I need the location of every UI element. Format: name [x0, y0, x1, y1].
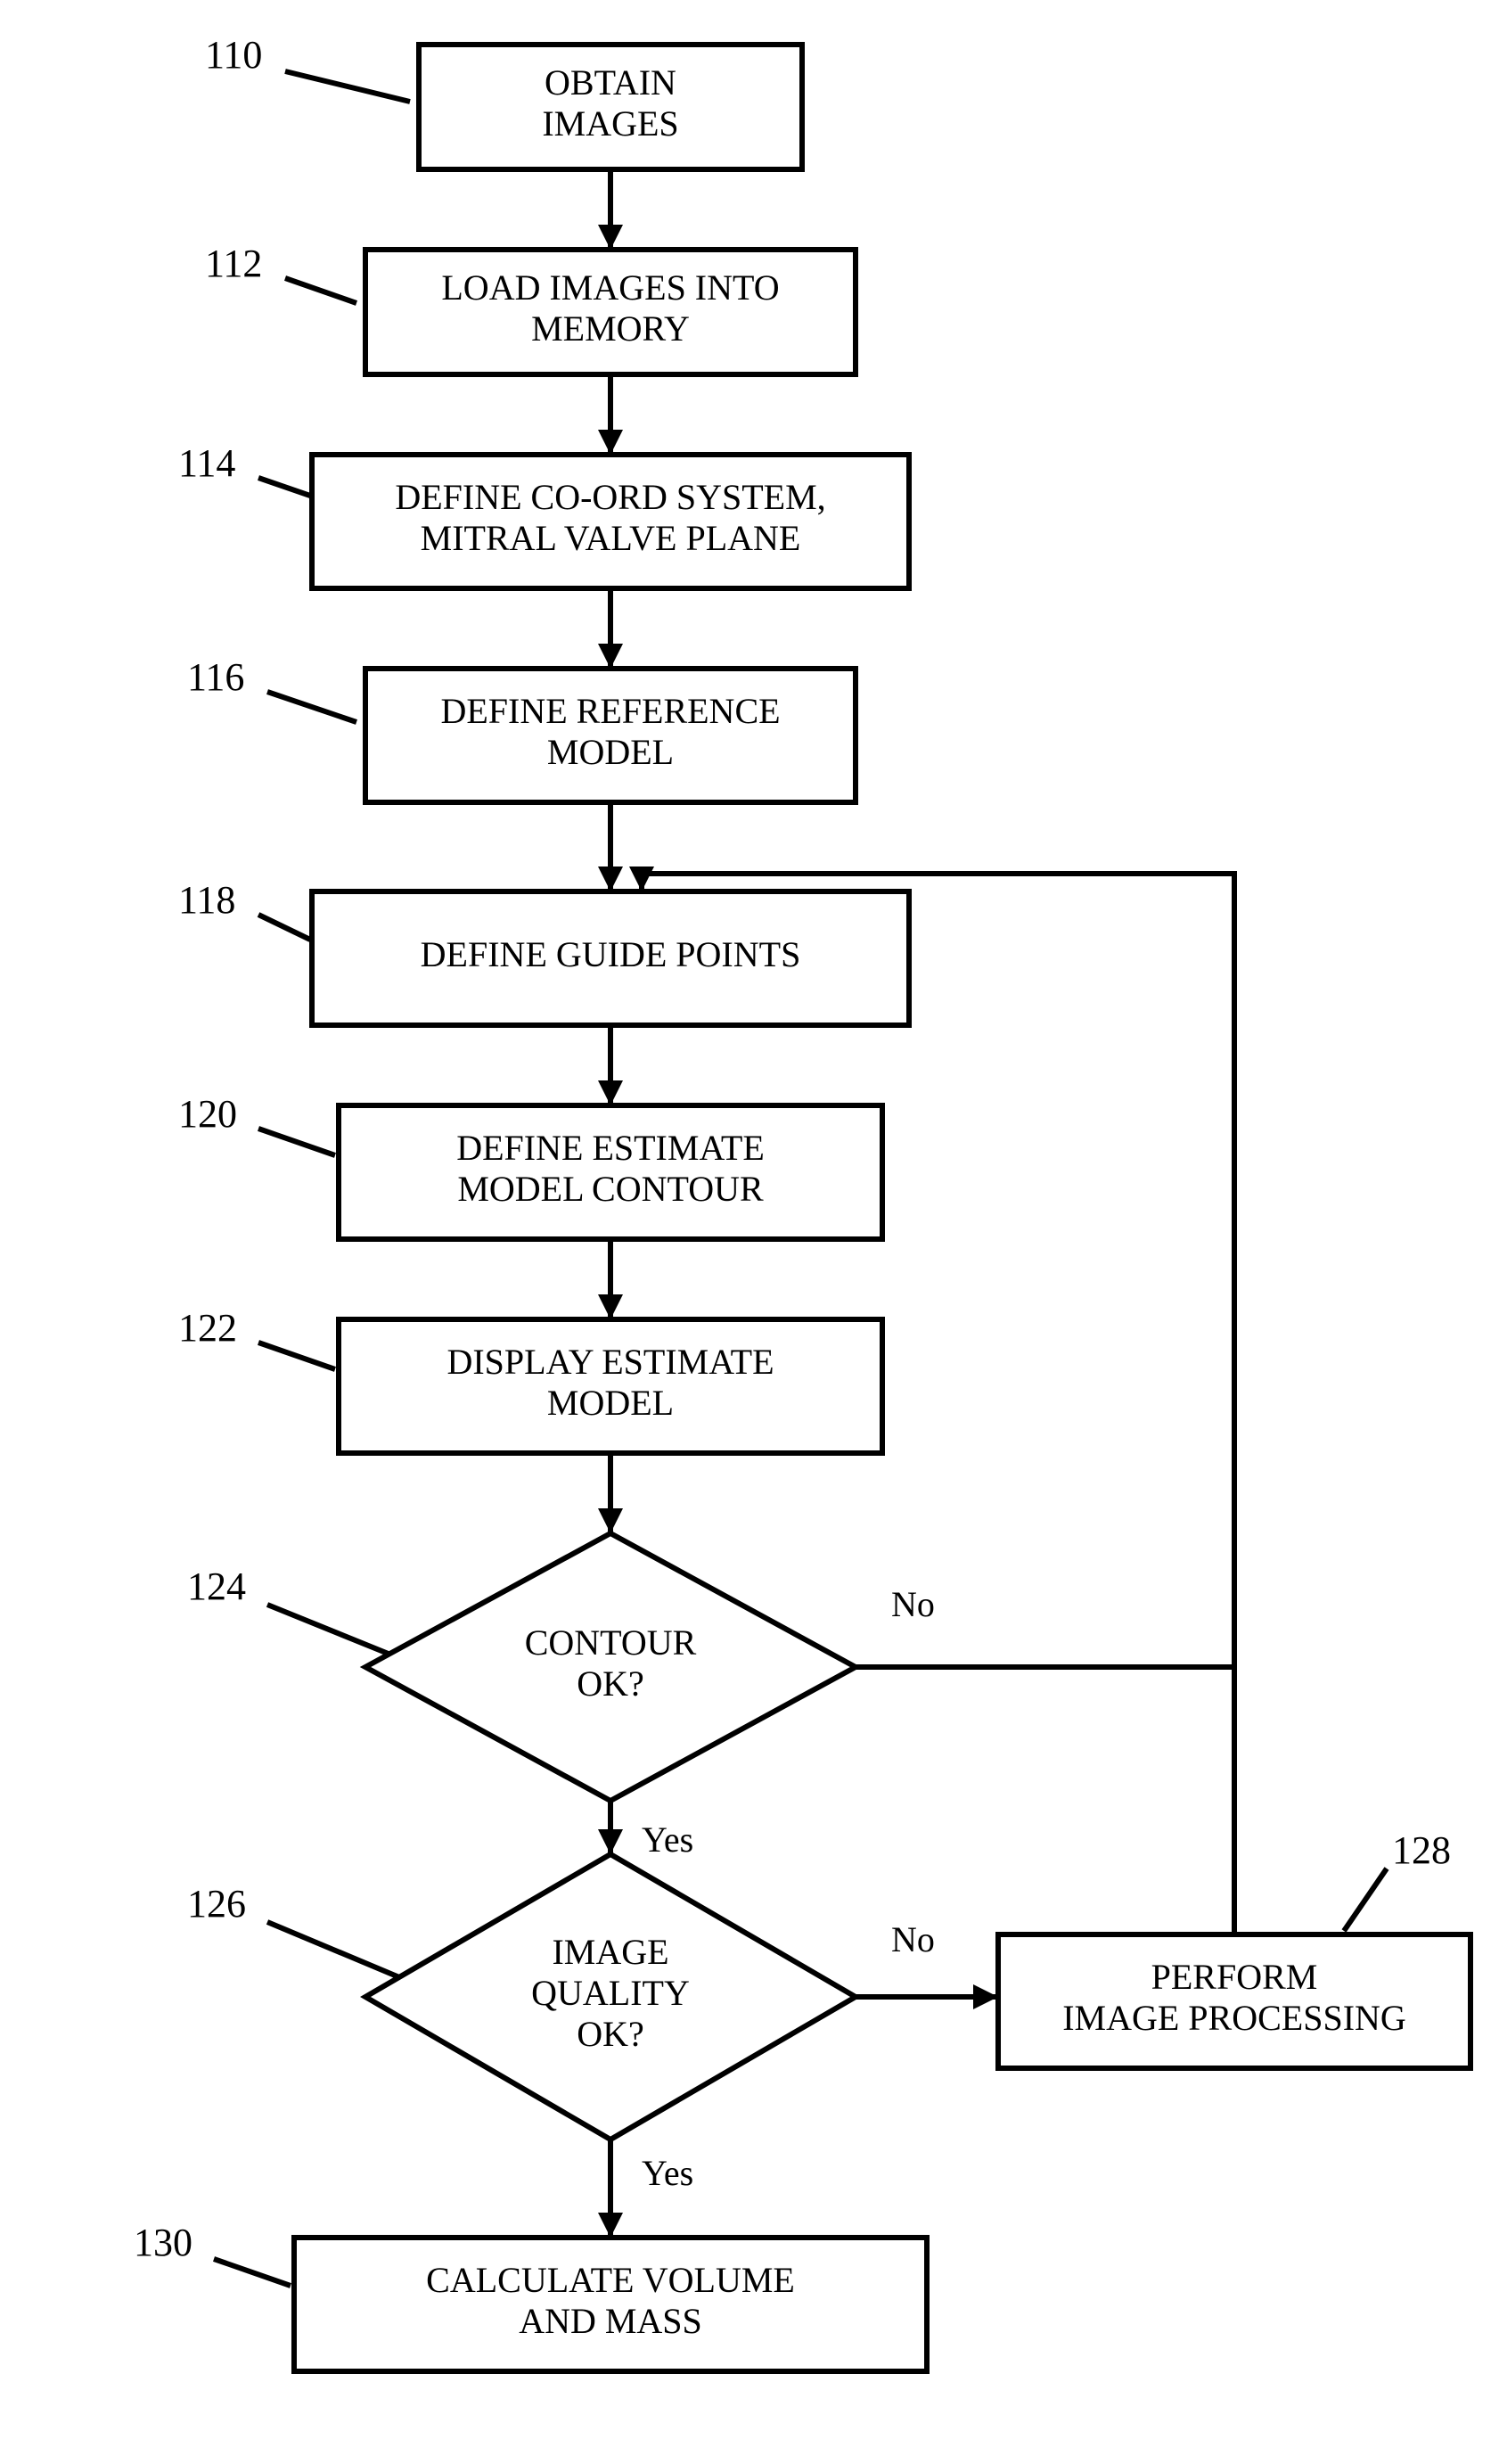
edge-label: Yes — [642, 1819, 693, 1860]
ref-number: 122 — [178, 1306, 237, 1350]
ref-leader — [267, 1922, 399, 1977]
ref-number: 114 — [178, 441, 235, 485]
node-label: MEMORY — [531, 308, 690, 349]
ref-number: 112 — [205, 242, 262, 285]
node-label: OK? — [577, 1663, 644, 1704]
node-label: MODEL — [547, 1383, 674, 1423]
node-label: MODEL — [547, 732, 674, 772]
edge-label: Yes — [642, 2153, 693, 2193]
ref-leader — [1344, 1869, 1387, 1931]
ref-leader — [267, 692, 356, 722]
node-label: IMAGES — [542, 103, 678, 144]
ref-number: 118 — [178, 878, 235, 922]
node-label: AND MASS — [519, 2301, 702, 2341]
node-label: DISPLAY ESTIMATE — [446, 1342, 774, 1382]
ref-leader — [258, 478, 310, 496]
ref-number: 126 — [187, 1882, 246, 1926]
node-label: OK? — [577, 2014, 644, 2054]
edge-label: No — [891, 1919, 935, 1959]
node-label: CALCULATE VOLUME — [426, 2260, 795, 2300]
node-label: DEFINE ESTIMATE — [456, 1128, 765, 1168]
node-label: IMAGE — [552, 1932, 668, 1972]
node-label: OBTAIN — [545, 62, 676, 103]
node-label: QUALITY — [531, 1973, 690, 2013]
node-label: DEFINE REFERENCE — [440, 691, 780, 731]
ref-number: 120 — [178, 1092, 237, 1136]
ref-number: 130 — [134, 2221, 192, 2264]
node-label: MITRAL VALVE PLANE — [421, 518, 801, 558]
node-label: CONTOUR — [525, 1622, 697, 1663]
edge-label: No — [891, 1584, 935, 1624]
ref-number: 110 — [205, 33, 262, 77]
ref-leader — [285, 71, 410, 102]
ref-leader — [258, 1129, 335, 1155]
ref-leader — [258, 1343, 335, 1369]
ref-leader — [258, 915, 310, 940]
node-label: MODEL CONTOUR — [457, 1169, 764, 1209]
ref-leader — [285, 278, 356, 303]
node-label: PERFORM — [1151, 1957, 1318, 1997]
node-label: LOAD IMAGES INTO — [441, 267, 779, 308]
ref-number: 124 — [187, 1565, 246, 1608]
ref-number: 116 — [187, 655, 244, 699]
node-label: IMAGE PROCESSING — [1062, 1998, 1406, 2038]
node-label: DEFINE CO-ORD SYSTEM, — [395, 477, 825, 517]
ref-leader — [267, 1605, 399, 1658]
node-label: DEFINE GUIDE POINTS — [421, 934, 801, 974]
ref-number: 128 — [1392, 1828, 1451, 1872]
ref-leader — [214, 2259, 291, 2286]
